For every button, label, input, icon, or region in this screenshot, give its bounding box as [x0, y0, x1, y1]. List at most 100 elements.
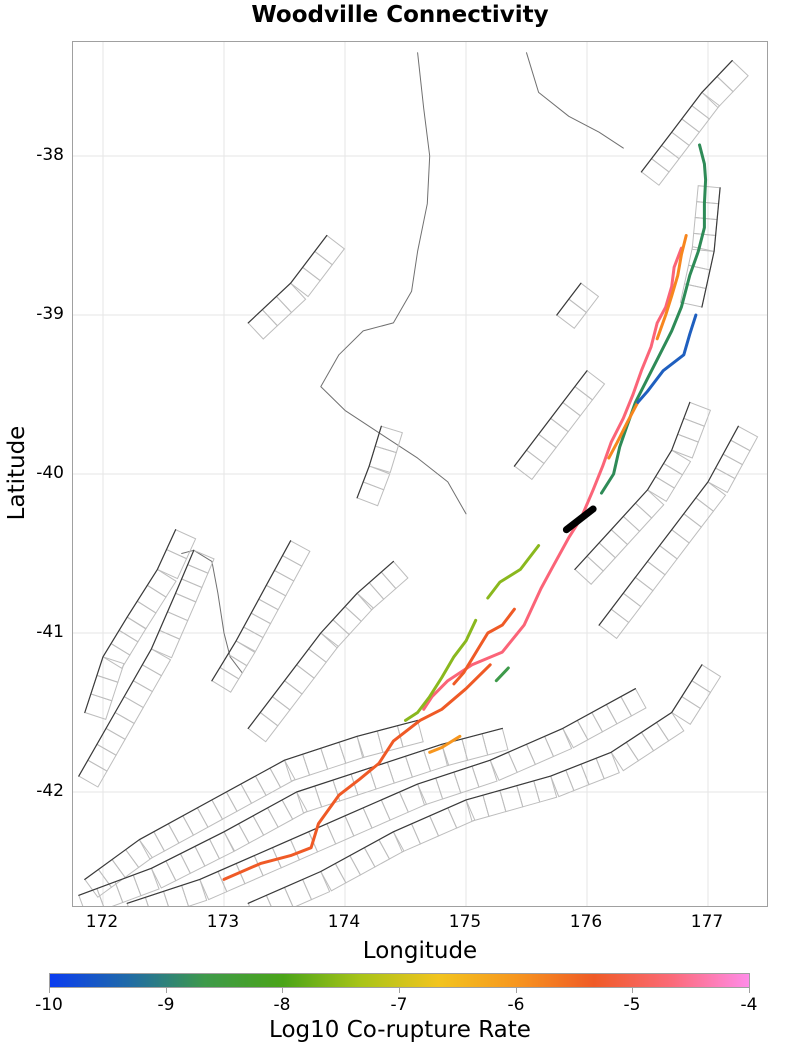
fault-trace [247, 234, 328, 324]
colorbar-tick: -7 [390, 995, 408, 1015]
fault-trace [556, 282, 582, 316]
fault-subsection [380, 791, 409, 821]
fault-subsection [429, 807, 458, 837]
colorbar-tick: -10 [35, 995, 63, 1015]
fault-subsection [658, 528, 690, 560]
fault-subsection [671, 695, 702, 725]
fault-subsection [356, 481, 385, 507]
fault-subsection [562, 385, 594, 417]
fault-subsection [132, 867, 160, 897]
fault-trace [247, 560, 394, 730]
fault-subsection [574, 369, 606, 401]
rupture-trace [494, 666, 510, 683]
fault-subsection [114, 874, 142, 904]
fault-subsection [150, 629, 181, 659]
fault-subsection [289, 266, 321, 298]
fault-trace [640, 59, 733, 173]
fault-subsection [507, 743, 536, 774]
fault-subsection [261, 295, 293, 327]
fault-subsection [662, 449, 692, 476]
fault-trace [126, 688, 637, 904]
colorbar-tick: -8 [273, 995, 291, 1015]
coastline-segment [181, 549, 243, 674]
fault-subsection [283, 878, 313, 906]
colorbar-label: Log10 Co-rupture Rate [269, 1017, 531, 1043]
fault-subsection [283, 664, 315, 695]
fault-subsection [410, 815, 440, 845]
fault-subsection [556, 298, 588, 330]
fault-trace [211, 540, 292, 682]
colorbar-tick: -9 [157, 995, 175, 1015]
fault-subsection [271, 679, 303, 711]
fault-subsection [655, 711, 685, 742]
fault-subsection [670, 513, 703, 544]
woodville-source-trace [562, 505, 597, 534]
fault-subsection [196, 799, 224, 828]
fault-subsection [513, 449, 545, 481]
fault-subsection [378, 831, 405, 860]
coastline-segment [526, 52, 624, 149]
fault-subsection [634, 560, 666, 592]
fault-subsection [301, 250, 333, 282]
coastline [181, 52, 624, 674]
colorbar-tick-mark [399, 988, 400, 993]
fault-subsection [701, 75, 734, 109]
fault-subsection [240, 775, 267, 805]
rupture-trace [607, 400, 640, 460]
fault-subsection [591, 703, 618, 733]
fault-subsection [695, 481, 727, 512]
fault-subsection [368, 445, 397, 474]
fault-subsection [368, 761, 395, 790]
x-axis-label: Longitude [362, 938, 478, 964]
gridlines [73, 42, 767, 906]
fault-subsection [84, 693, 113, 720]
rupture-trace [404, 618, 478, 722]
fault-subsection [349, 846, 376, 876]
fault-subsection [314, 779, 341, 808]
fault-subsection [580, 757, 605, 786]
coastline-segment [320, 52, 467, 515]
fault-subsection [574, 555, 604, 585]
fault-trace [84, 719, 419, 881]
fault-subsection [96, 727, 126, 756]
fault-subsection [471, 759, 498, 788]
y-tick: -39 [36, 304, 64, 324]
colorbar-tick-mark [165, 988, 167, 993]
map-plot-area[interactable] [72, 41, 768, 907]
fault-subsection [543, 727, 573, 758]
fault-subsection [362, 799, 391, 829]
fault-subsection [610, 592, 642, 624]
colorbar-gradient [49, 973, 750, 988]
fault-subsection [537, 417, 569, 449]
fault-subsection [386, 755, 413, 784]
fault-subsection [562, 719, 589, 749]
rupture-trace [452, 607, 516, 686]
y-tick: -40 [36, 463, 64, 483]
fault-subsection [640, 157, 670, 186]
fault-subsection [314, 234, 346, 266]
fault-subsection [181, 878, 208, 906]
fault-subsection [683, 497, 715, 528]
fault-subsection [114, 695, 144, 725]
fault-subsection [595, 751, 620, 780]
fault-subsection [671, 433, 699, 459]
fault-subsection [208, 831, 235, 860]
fault-subsection [247, 308, 279, 340]
fault-subsection [123, 680, 154, 709]
fault-subsection [273, 554, 303, 582]
fault-subsection [363, 839, 391, 868]
x-tick: 175 [448, 912, 482, 932]
colorbar-tick: -4 [740, 995, 758, 1015]
fault-subsection [105, 711, 135, 740]
fault-subsection [392, 823, 422, 853]
fault-subsection [610, 741, 640, 772]
fault-trace [598, 425, 739, 626]
x-tick: 174 [327, 912, 361, 932]
fault-subsection [622, 502, 653, 532]
fault-subsection [650, 144, 680, 173]
colorbar-tick-mark [749, 988, 750, 993]
x-tick: 172 [85, 912, 119, 932]
rupture-trace [655, 234, 688, 341]
fault-subsection [302, 747, 329, 776]
fault-subsection [223, 823, 250, 852]
